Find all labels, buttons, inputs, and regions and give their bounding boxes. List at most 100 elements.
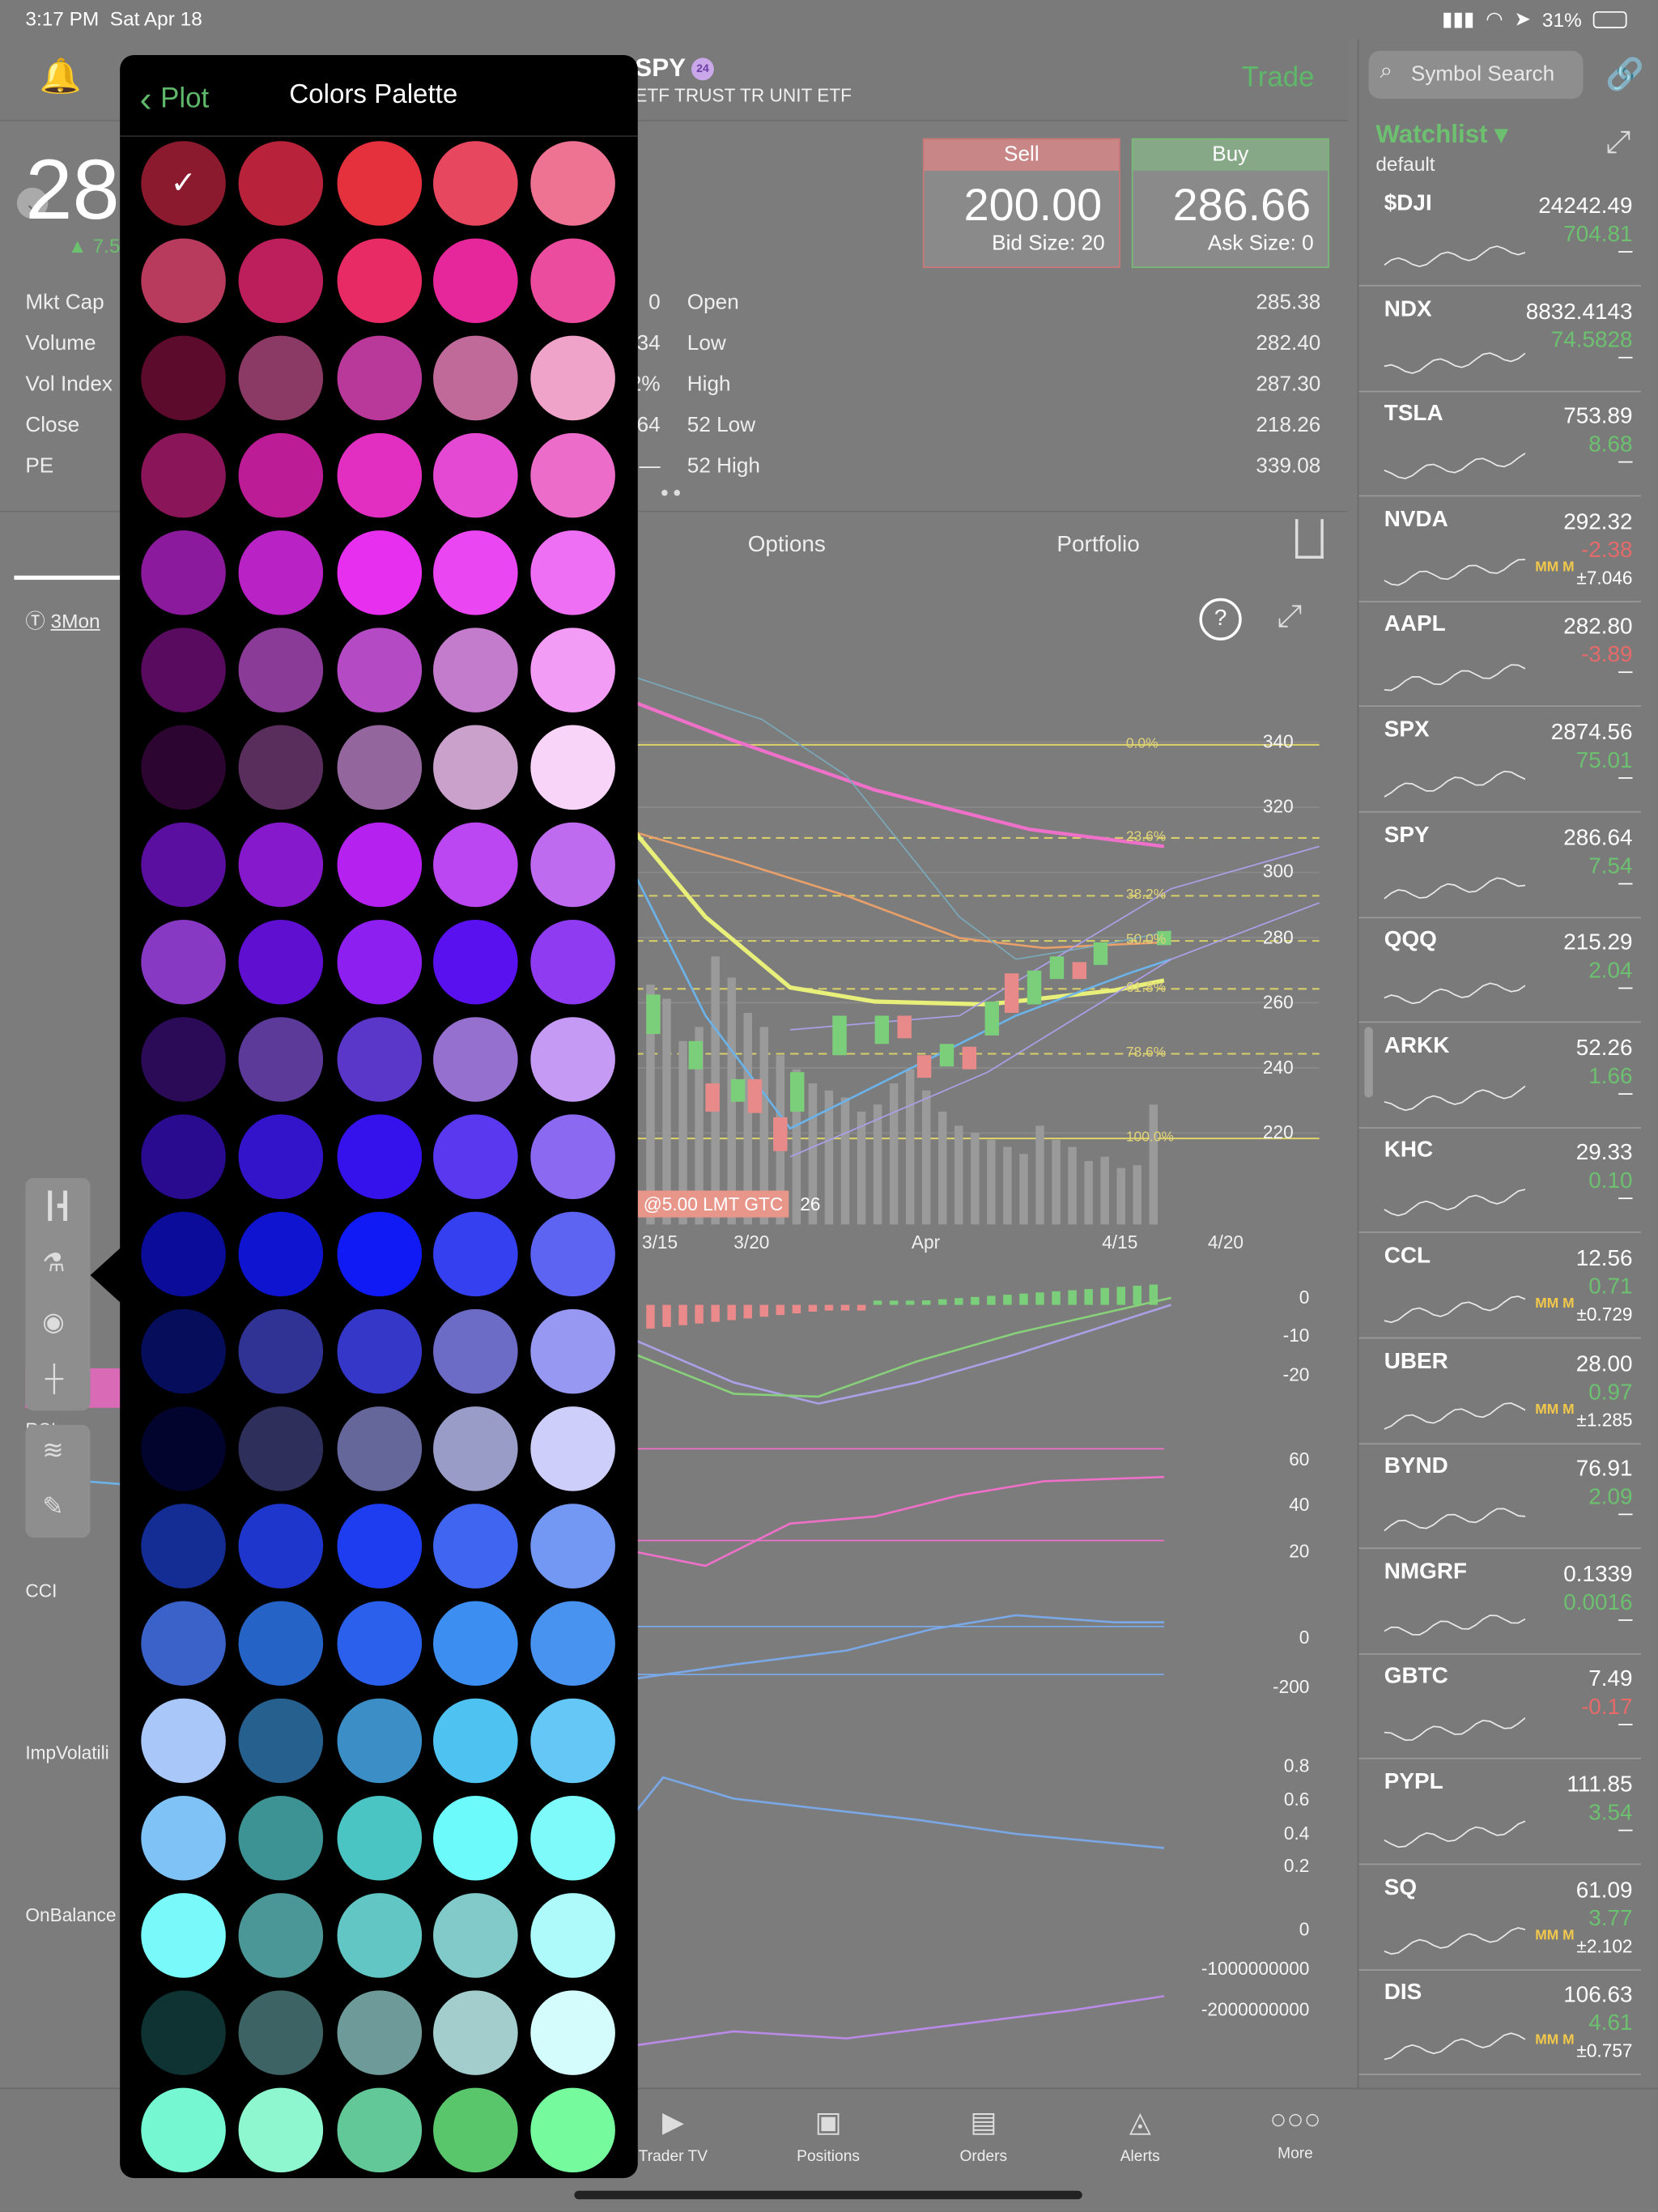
color-swatch[interactable] — [238, 530, 324, 615]
color-swatch[interactable] — [433, 432, 518, 518]
color-swatch[interactable] — [433, 1017, 518, 1102]
color-swatch[interactable] — [141, 2087, 226, 2173]
expand-chart-icon[interactable]: ⤢ — [1277, 598, 1303, 634]
color-swatch[interactable] — [238, 725, 324, 810]
sell-quote[interactable]: Sell 200.00 Bid Size: 20 — [922, 138, 1120, 269]
color-swatch[interactable] — [337, 238, 423, 323]
color-swatch[interactable] — [530, 1893, 615, 1978]
color-swatch[interactable] — [433, 725, 518, 810]
back-button[interactable]: ‹ Plot — [139, 77, 210, 121]
color-swatch[interactable] — [337, 1211, 423, 1297]
color-swatch[interactable] — [530, 530, 615, 615]
color-swatch[interactable] — [433, 335, 518, 421]
watchlist-title[interactable]: Watchlist ▾ — [1375, 120, 1508, 148]
color-swatch[interactable] — [433, 141, 518, 226]
buy-quote[interactable]: Buy 286.66 Ask Size: 0 — [1131, 138, 1329, 269]
collapse-icon[interactable]: ⌄ — [16, 187, 49, 219]
color-swatch[interactable] — [337, 1990, 423, 2075]
nav-alerts[interactable]: ◬ Alerts — [1084, 2105, 1197, 2165]
color-swatch[interactable] — [530, 725, 615, 810]
nav-orders[interactable]: ▤ Orders — [927, 2105, 1039, 2165]
color-swatch[interactable] — [238, 1698, 324, 1784]
color-swatch[interactable] — [433, 1211, 518, 1297]
color-swatch[interactable] — [141, 822, 226, 908]
color-swatch[interactable] — [238, 432, 324, 518]
watchlist-row[interactable]: NMGRF 0.1339 0.0016 — [1358, 1549, 1641, 1655]
color-swatch[interactable] — [238, 1893, 324, 1978]
color-swatch[interactable] — [141, 335, 226, 421]
color-swatch[interactable] — [433, 1698, 518, 1784]
color-swatch[interactable] — [530, 919, 615, 1005]
watchlist-row[interactable]: NVDA 292.32 -2.38 ±7.046 MM M — [1358, 496, 1641, 602]
color-swatch[interactable] — [238, 335, 324, 421]
color-swatch[interactable] — [530, 335, 615, 421]
watchlist-row[interactable]: DIS 106.63 4.61 ±0.757 MM M — [1358, 1970, 1641, 2076]
watchlist-row[interactable]: GBTC 7.49 -0.17 — [1358, 1654, 1641, 1760]
color-swatch[interactable] — [238, 141, 324, 226]
watchlist-row[interactable]: KHC 29.33 0.10 — [1358, 1128, 1641, 1234]
color-swatch[interactable] — [433, 1406, 518, 1491]
color-swatch[interactable] — [337, 141, 423, 226]
color-swatch[interactable] — [530, 627, 615, 713]
color-swatch[interactable] — [337, 1114, 423, 1199]
watchlist-row[interactable]: UBER 28.00 0.97 ±1.285 MM M — [1358, 1338, 1641, 1444]
watchlist-row[interactable]: NDX 8832.4143 74.5828 — [1358, 286, 1641, 392]
color-swatch[interactable] — [433, 1308, 518, 1394]
expand-watchlist-icon[interactable]: ⤢ — [1605, 124, 1631, 160]
color-swatch[interactable] — [238, 627, 324, 713]
color-swatch[interactable] — [530, 1211, 615, 1297]
watchlist-row[interactable]: QQQ 215.29 2.04 — [1358, 917, 1641, 1023]
color-swatch[interactable] — [433, 627, 518, 713]
color-swatch[interactable] — [238, 1114, 324, 1199]
color-swatch[interactable] — [337, 1893, 423, 1978]
color-swatch[interactable] — [141, 1698, 226, 1784]
color-swatch[interactable] — [433, 238, 518, 323]
color-swatch[interactable] — [433, 530, 518, 615]
color-swatch[interactable] — [433, 1990, 518, 2075]
color-swatch[interactable] — [530, 1698, 615, 1784]
color-swatch[interactable] — [337, 1698, 423, 1784]
color-swatch[interactable] — [530, 2087, 615, 2173]
color-swatch[interactable] — [238, 2087, 324, 2173]
color-swatch[interactable] — [433, 1504, 518, 1589]
color-swatch[interactable] — [141, 1601, 226, 1687]
color-swatch[interactable] — [141, 1017, 226, 1102]
watchlist-row[interactable]: SPY 286.64 7.54 — [1358, 812, 1641, 918]
color-swatch[interactable] — [530, 1795, 615, 1881]
search-input[interactable]: ⌕ Symbol Search — [1368, 50, 1584, 99]
color-swatch[interactable] — [141, 1211, 226, 1297]
watchlist-row[interactable]: AAPL 282.80 -3.89 — [1358, 602, 1641, 708]
color-swatch[interactable] — [337, 725, 423, 810]
order-tag[interactable]: @5.00 LMT GTC — [637, 1190, 789, 1218]
tab-options[interactable]: Options — [747, 533, 826, 558]
color-swatch[interactable] — [530, 822, 615, 908]
watchlist-row[interactable]: PYPL 111.85 3.54 — [1358, 1759, 1641, 1865]
color-swatch[interactable] — [238, 1601, 324, 1687]
color-swatch[interactable] — [433, 1601, 518, 1687]
color-swatch[interactable] — [530, 238, 615, 323]
period-selector[interactable]: Ⓣ 3Mon — [25, 609, 100, 632]
color-swatch[interactable] — [530, 1308, 615, 1394]
watchlist-row[interactable]: ARKK 52.26 1.66 — [1358, 1023, 1641, 1129]
watchlist-row[interactable]: SPX 2874.56 75.01 — [1358, 707, 1641, 813]
color-swatch[interactable] — [141, 1406, 226, 1491]
color-swatch[interactable] — [433, 1114, 518, 1199]
watchlist-row[interactable]: SQ 61.09 3.77 ±2.102 MM M — [1358, 1865, 1641, 1971]
eye-icon[interactable]: ◉ — [42, 1308, 65, 1336]
color-swatch[interactable] — [238, 1308, 324, 1394]
color-swatch[interactable] — [141, 1893, 226, 1978]
color-swatch[interactable] — [141, 627, 226, 713]
layers-icon[interactable]: ≋ — [42, 1436, 64, 1465]
color-swatch[interactable] — [337, 919, 423, 1005]
color-swatch[interactable] — [337, 1308, 423, 1394]
color-swatch[interactable] — [238, 1990, 324, 2075]
watchlist-row[interactable]: $DJI 24242.49 704.81 — [1358, 181, 1641, 287]
color-swatch[interactable] — [337, 1504, 423, 1589]
link-icon[interactable]: 🔗 — [1605, 56, 1645, 92]
color-swatch[interactable] — [141, 1795, 226, 1881]
color-swatch[interactable] — [141, 1114, 226, 1199]
color-swatch[interactable] — [433, 822, 518, 908]
color-swatch[interactable] — [337, 627, 423, 713]
color-swatch[interactable] — [238, 919, 324, 1005]
color-swatch[interactable] — [238, 1211, 324, 1297]
